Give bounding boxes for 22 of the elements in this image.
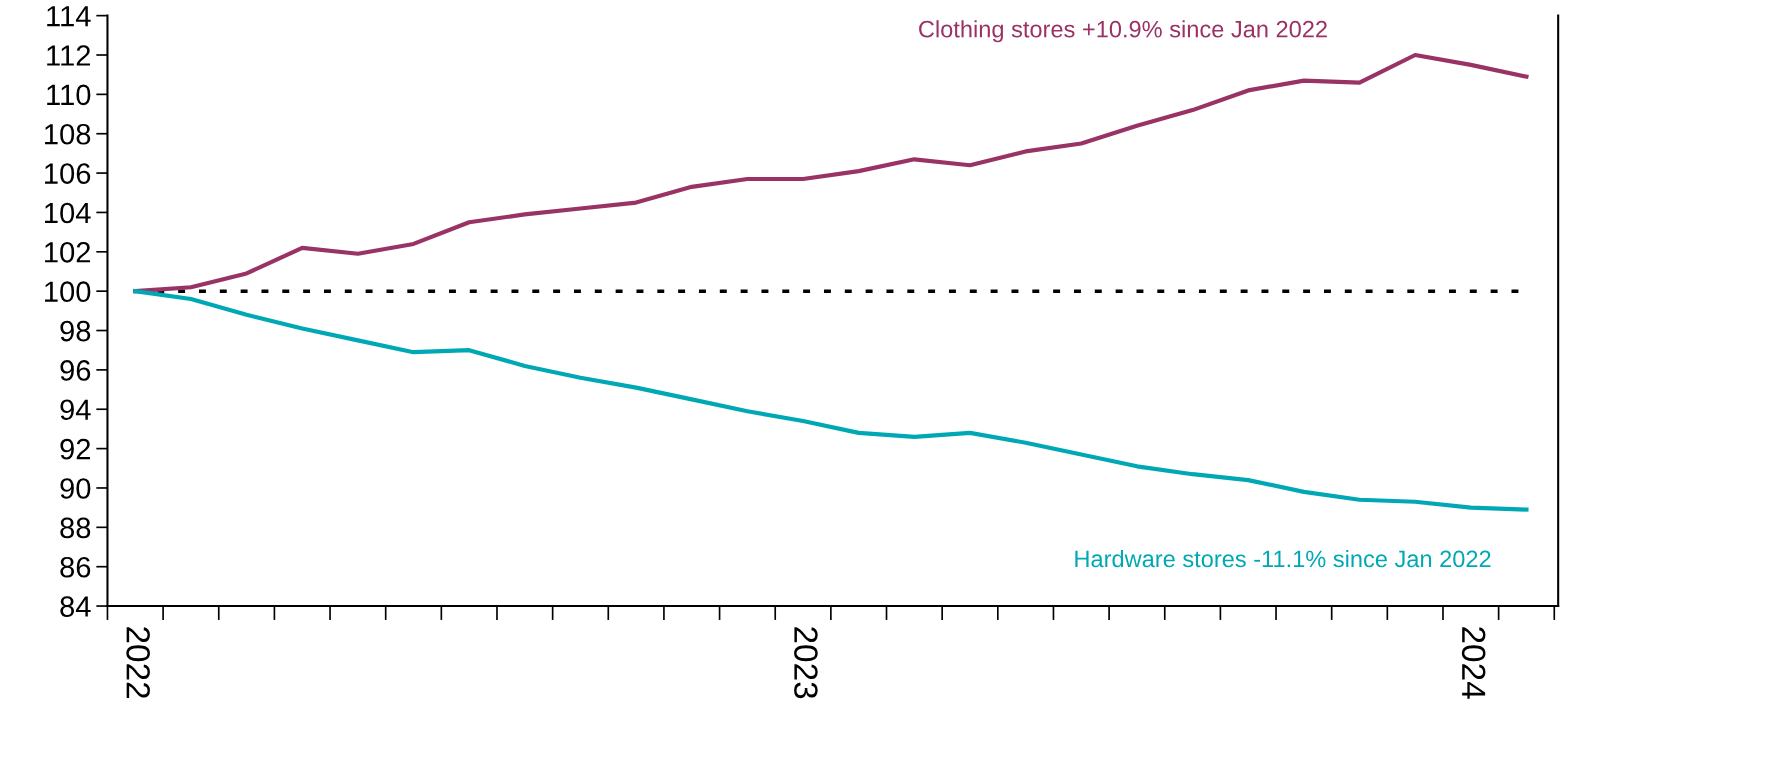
y-tick-label: 104 <box>45 202 91 224</box>
x-tick-label: 2022 <box>126 627 150 698</box>
y-tick-label: 92 <box>60 438 91 460</box>
y-tick-label: 96 <box>60 360 91 381</box>
y-tick-label: 112 <box>47 45 91 66</box>
y-tick-label: 98 <box>60 320 91 342</box>
x-tick-label: 2023 <box>794 627 818 699</box>
y-tick-label: 108 <box>45 123 91 145</box>
y-tick-label: 100 <box>45 281 91 303</box>
y-tick-label: 90 <box>60 478 91 499</box>
series-label: Clothing stores +10.9% since Jan 2022 <box>919 20 1327 43</box>
y-tick-label: 110 <box>47 84 91 106</box>
y-tick-label: 102 <box>45 242 91 263</box>
y-tick-label: 106 <box>45 163 91 184</box>
line-series <box>133 289 1529 512</box>
x-tick-label: 2024 <box>1461 627 1486 699</box>
y-tick-label: 86 <box>60 556 91 578</box>
y-tick-label: 94 <box>60 399 91 421</box>
y-tick-label: 114 <box>47 6 91 27</box>
y-tick-label: 84 <box>60 596 91 617</box>
series-label: Hardware stores -11.1% since Jan 2022 <box>1075 549 1491 568</box>
y-tick-label: 88 <box>60 517 91 539</box>
